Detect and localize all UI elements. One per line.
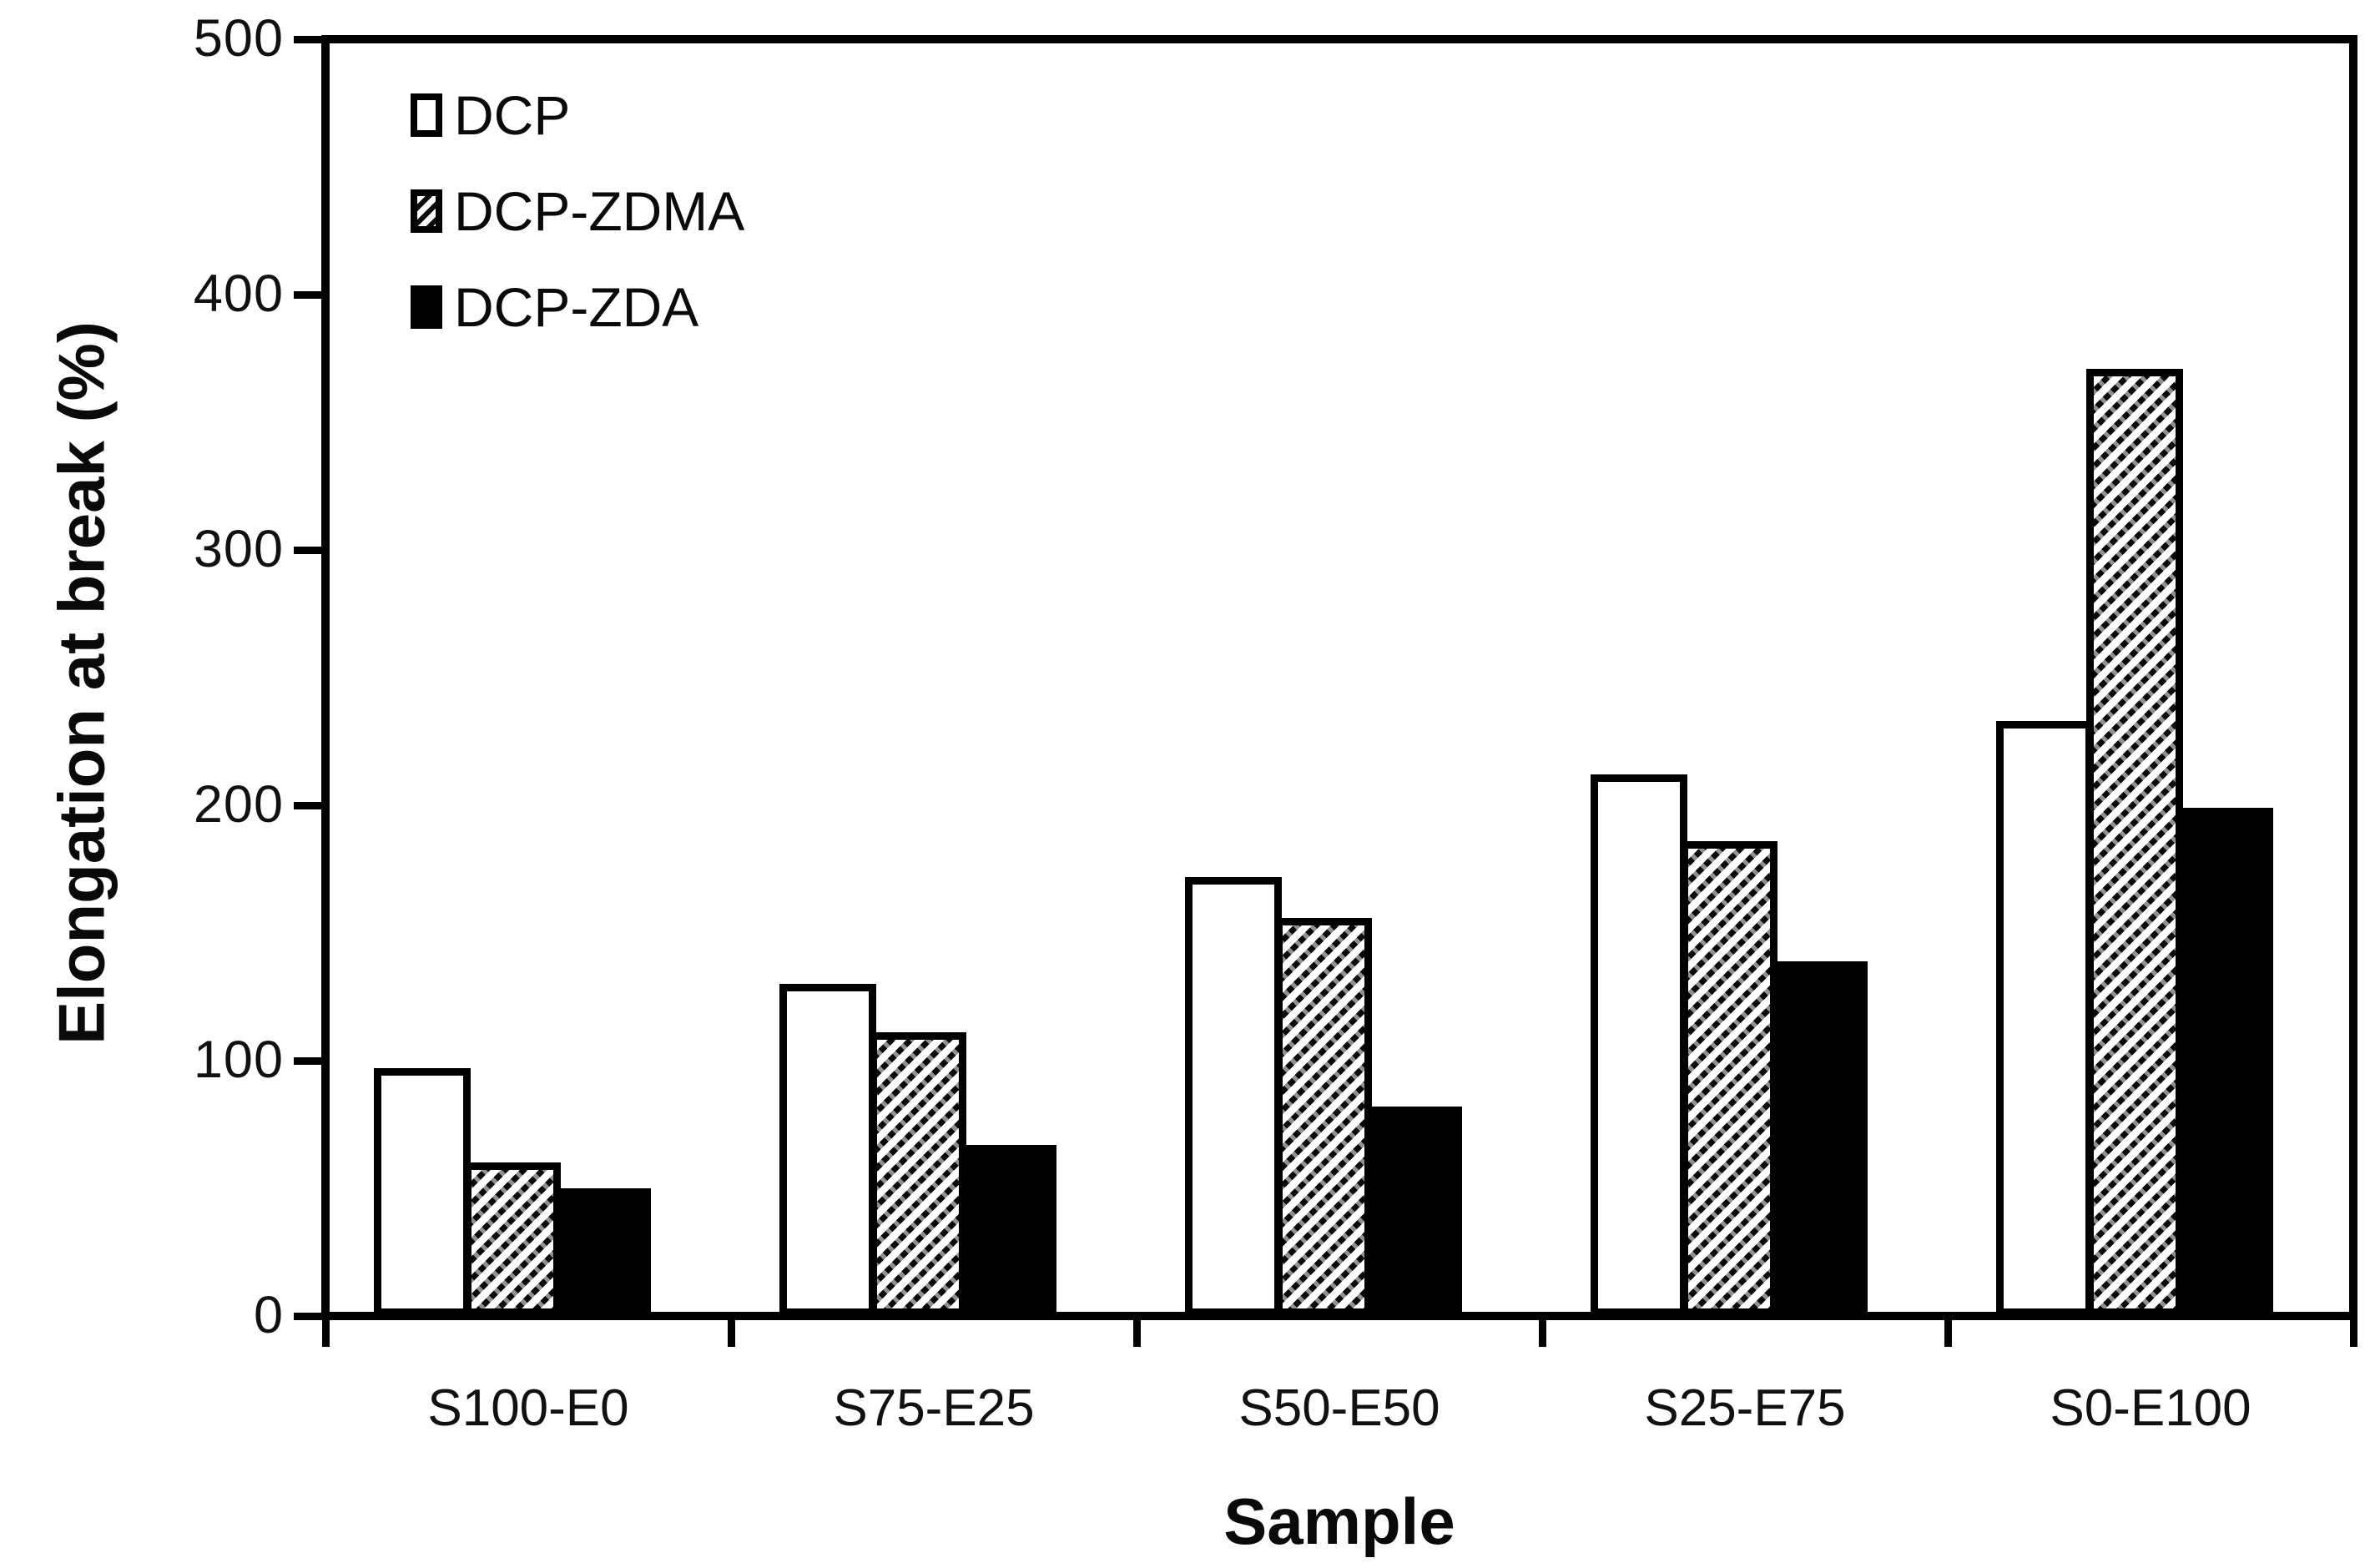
bar-DCP-ZDMA-S75-E25 xyxy=(870,1032,966,1316)
y-tick-label: 500 xyxy=(193,9,284,68)
bar-DCP-ZDMA-S50-E50 xyxy=(1275,918,1372,1316)
legend-swatch-hatch-icon xyxy=(411,189,442,233)
plot-area xyxy=(321,35,2357,1320)
bar-DCP-S75-E25 xyxy=(779,984,876,1316)
y-tick xyxy=(294,801,325,809)
legend-label: DCP xyxy=(454,84,571,146)
x-category-label: S100-E0 xyxy=(427,1379,629,1437)
x-tick xyxy=(727,1320,735,1347)
bar-DCP-ZDA-S75-E25 xyxy=(960,1145,1056,1316)
bar-DCP-S100-E0 xyxy=(374,1068,471,1316)
y-tick-label: 0 xyxy=(253,1286,284,1344)
x-tick xyxy=(321,1320,330,1347)
legend-item-DCP-ZDMA: DCP-ZDMA xyxy=(411,169,744,253)
legend-label: DCP-ZDA xyxy=(454,276,699,338)
y-tick xyxy=(294,1312,325,1320)
x-tick xyxy=(1132,1320,1141,1347)
legend-swatch-white-icon xyxy=(411,93,442,137)
x-category-label: S50-E50 xyxy=(1238,1379,1440,1437)
y-tick xyxy=(294,1056,325,1065)
x-axis-title: Sample xyxy=(1223,1485,1455,1558)
legend-item-DCP: DCP xyxy=(411,73,570,157)
legend-swatch-black-icon xyxy=(411,285,442,329)
y-tick-label: 300 xyxy=(193,520,284,578)
bar-DCP-ZDA-S25-E75 xyxy=(1771,961,1868,1316)
bar-DCP-ZDA-S100-E0 xyxy=(554,1188,651,1316)
x-category-label: S25-E75 xyxy=(1644,1379,1846,1437)
x-tick xyxy=(1538,1320,1546,1347)
legend-item-DCP-ZDA: DCP-ZDA xyxy=(411,265,698,349)
y-tick xyxy=(294,546,325,554)
x-tick xyxy=(1944,1320,1952,1347)
y-tick-label: 400 xyxy=(193,265,284,323)
bar-DCP-ZDA-S50-E50 xyxy=(1365,1107,1462,1316)
bar-DCP-S50-E50 xyxy=(1185,877,1282,1316)
bar-DCP-S0-E100 xyxy=(1996,721,2093,1316)
x-category-label: S75-E25 xyxy=(833,1379,1035,1437)
legend-label: DCP-ZDMA xyxy=(454,180,745,242)
bar-DCP-ZDA-S0-E100 xyxy=(2176,808,2273,1316)
y-axis-title: Elongation at break (%) xyxy=(44,321,118,1045)
y-tick-label: 200 xyxy=(193,775,284,834)
y-tick xyxy=(294,35,325,43)
x-tick xyxy=(2349,1320,2357,1347)
y-tick-label: 100 xyxy=(193,1031,284,1089)
y-tick xyxy=(294,290,325,299)
bar-DCP-ZDMA-S25-E75 xyxy=(1681,841,1777,1316)
bar-DCP-ZDMA-S100-E0 xyxy=(464,1162,561,1316)
bar-DCP-S25-E75 xyxy=(1591,774,1687,1316)
x-category-label: S0-E100 xyxy=(2050,1379,2251,1437)
bar-DCP-ZDMA-S0-E100 xyxy=(2086,369,2183,1316)
